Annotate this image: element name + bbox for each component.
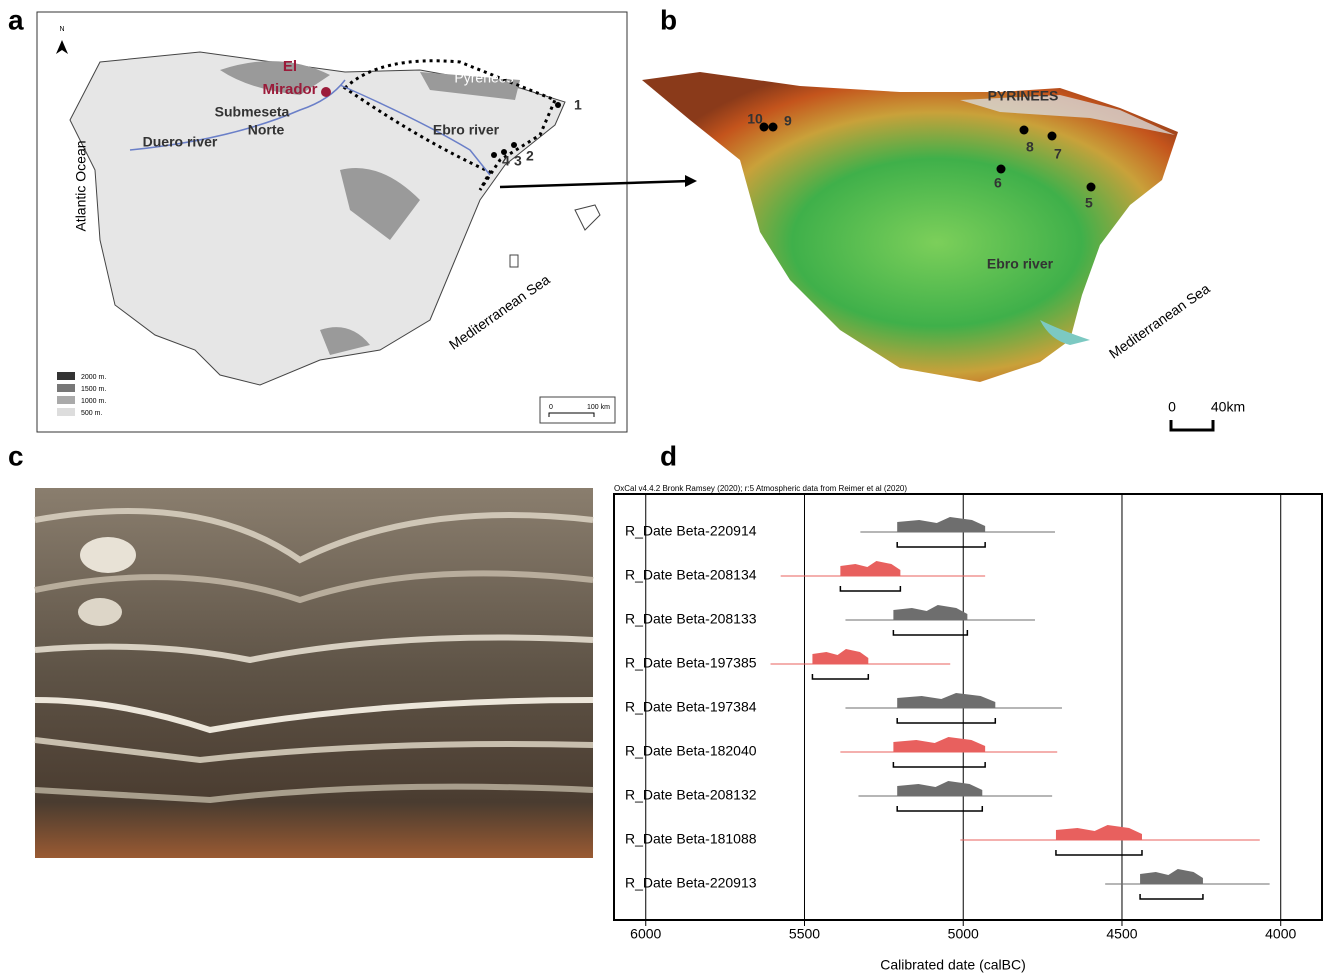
series-name: R_Date Beta-182040 — [625, 743, 757, 759]
x-tick-label: 4500 — [1106, 926, 1137, 942]
ocean: Atlantic Ocean — [73, 140, 89, 231]
site-number: 6 — [994, 175, 1002, 191]
page: a N El Mirador Submeseta Norte Pyrenees … — [0, 0, 1323, 975]
site-number: 3 — [514, 153, 522, 169]
figure: a N El Mirador Submeseta Norte Pyrenees … — [0, 0, 1323, 975]
chart-title: OxCal v4.4.2 Bronk Ramsey (2020); r:5 At… — [614, 484, 907, 493]
mountains: Pyrenees — [454, 70, 513, 86]
scale-label: 0 — [1168, 399, 1176, 415]
site-dot — [1087, 183, 1096, 192]
scale-label: 40km — [1211, 399, 1245, 415]
site: El — [283, 58, 297, 75]
x-tick-label: 5500 — [789, 926, 820, 942]
x-axis-label: Calibrated date (calBC) — [880, 957, 1026, 973]
x-tick-label: 6000 — [630, 926, 661, 942]
site-number: 1 — [574, 97, 582, 113]
river: Ebro river — [433, 122, 500, 138]
legend-label: 500 m. — [81, 410, 102, 417]
site-dot — [491, 152, 497, 158]
mountains: PYRINEES — [988, 88, 1059, 104]
river: Ebro river — [987, 256, 1054, 272]
legend-swatch — [57, 408, 75, 416]
site-dot — [769, 123, 778, 132]
panel-label: a — [8, 4, 24, 35]
series-name: R_Date Beta-208133 — [625, 611, 757, 627]
north: N — [59, 26, 64, 33]
series-name: R_Date Beta-197384 — [625, 699, 757, 715]
panel-label: b — [660, 4, 677, 35]
series-name: R_Date Beta-220914 — [625, 523, 757, 539]
panel-label: d — [660, 440, 677, 471]
site-number: 4 — [502, 153, 510, 169]
stone — [78, 598, 122, 626]
site-dot — [997, 165, 1006, 174]
scale-label: 100 km — [587, 404, 610, 411]
region: Norte — [248, 122, 285, 138]
site-dot — [555, 102, 561, 108]
series-name: R_Date Beta-197385 — [625, 655, 757, 671]
site-number: 7 — [1054, 146, 1062, 162]
site-dot — [1020, 126, 1029, 135]
legend-swatch — [57, 372, 75, 380]
legend-label: 1000 m. — [81, 398, 106, 405]
site-number: 2 — [526, 148, 534, 164]
scale-label: 0 — [549, 404, 553, 411]
stone — [80, 537, 136, 573]
site-number: 5 — [1085, 195, 1093, 211]
site: Mirador — [262, 81, 317, 98]
sea: Mediterranean Sea — [1106, 280, 1213, 362]
panel-label: c — [8, 440, 24, 471]
legend-label: 2000 m. — [81, 374, 106, 381]
x-tick-label: 4000 — [1265, 926, 1296, 942]
site-number: 9 — [784, 113, 792, 129]
site-dot — [1048, 132, 1057, 141]
scale-bar — [1171, 420, 1213, 430]
site-dot — [321, 87, 331, 97]
series-name: R_Date Beta-208134 — [625, 567, 757, 583]
series-name: R_Date Beta-220913 — [625, 875, 757, 891]
series-name: R_Date Beta-208132 — [625, 787, 757, 803]
site-dot — [511, 142, 517, 148]
series-name: R_Date Beta-181088 — [625, 831, 757, 847]
region: Submeseta — [215, 104, 290, 120]
legend-swatch — [57, 384, 75, 392]
site-number: 8 — [1026, 139, 1034, 155]
legend-swatch — [57, 396, 75, 404]
legend-label: 1500 m. — [81, 386, 106, 393]
x-tick-label: 5000 — [948, 926, 979, 942]
arrow-head — [685, 175, 697, 187]
river: Duero river — [143, 134, 218, 150]
site-number: 10 — [747, 111, 763, 127]
